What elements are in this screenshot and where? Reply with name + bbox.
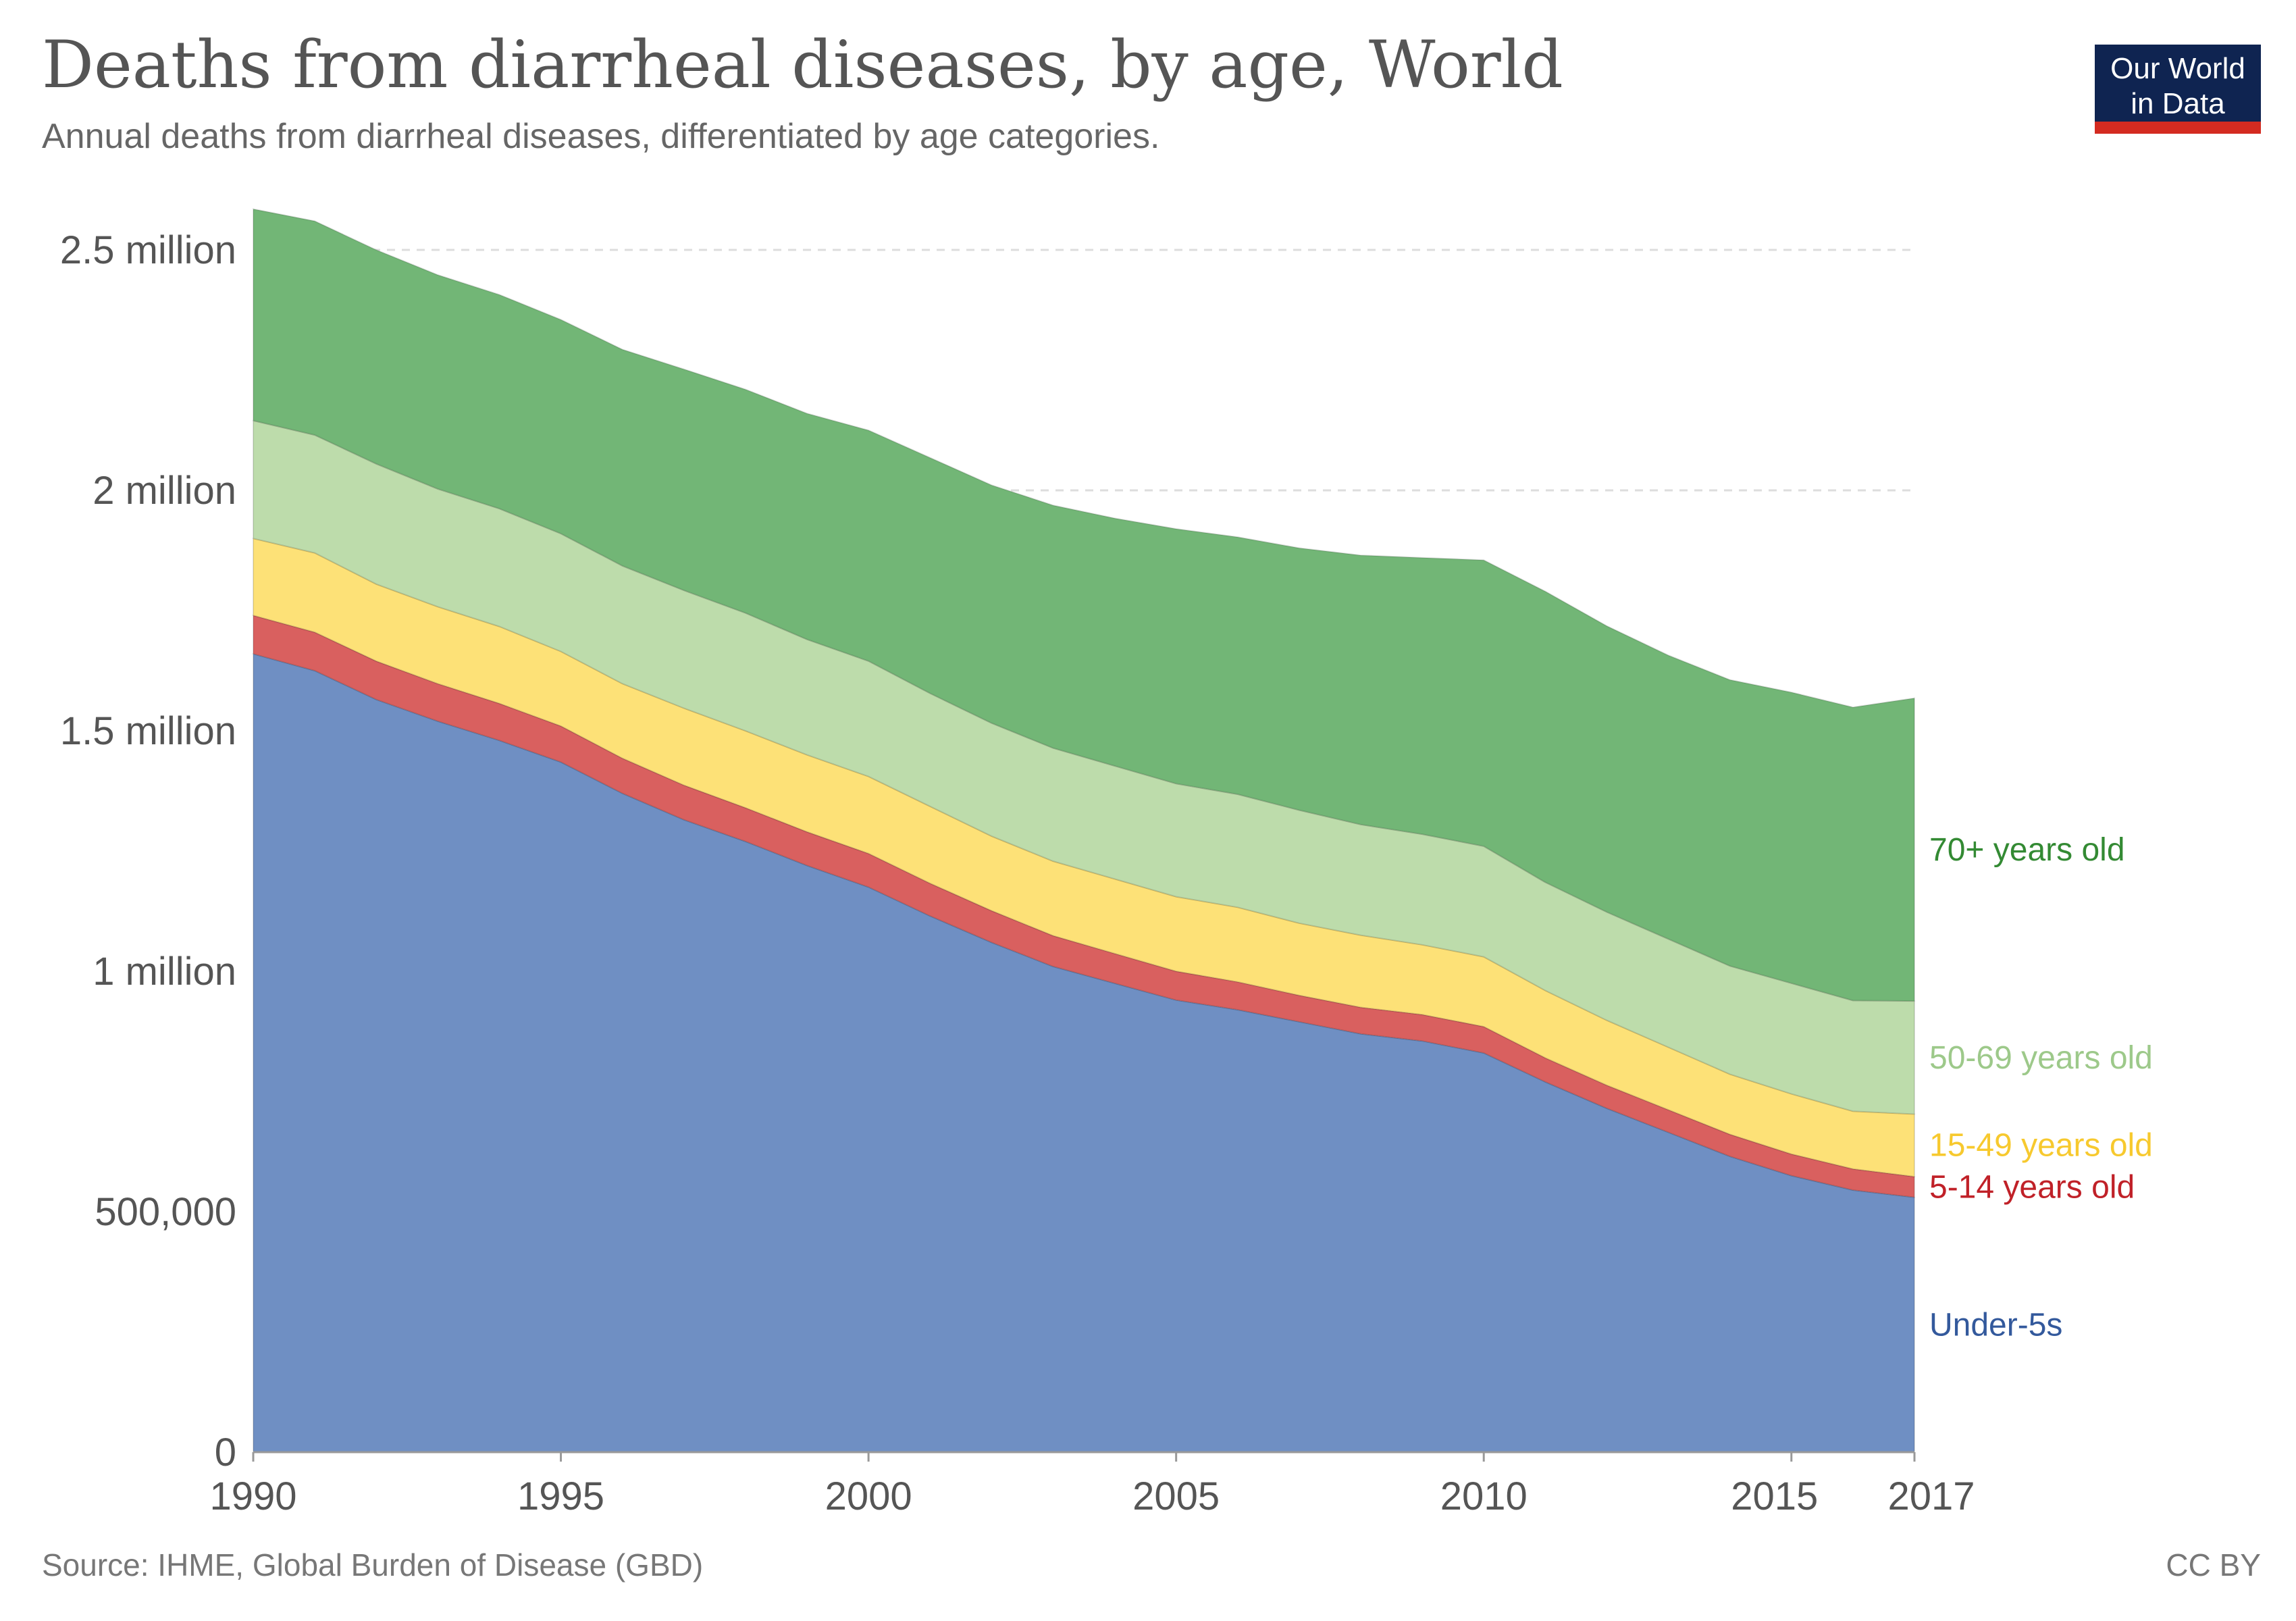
x-tick-label: 2010 bbox=[1440, 1474, 1528, 1518]
owid-logo[interactable]: Our World in Data bbox=[2095, 45, 2261, 134]
x-tick-label: 2017 bbox=[1887, 1474, 1975, 1518]
x-tick-label: 1990 bbox=[209, 1474, 296, 1518]
area-70-years-old bbox=[253, 208, 1915, 1002]
series-label-15-49-years-old: 15-49 years old bbox=[1929, 1127, 2153, 1163]
series-labels: Under-5s 5-14 years old 15-49 years old 50-… bbox=[1929, 832, 2153, 1343]
source-note[interactable]: Source: IHME, Global Burden of Disease (… bbox=[42, 1547, 704, 1583]
series-label-under-5s: Under-5s bbox=[1929, 1307, 2062, 1343]
axes: 0 500,000 1 million 1.5 million 2 million 2.5… bbox=[60, 228, 1975, 1518]
y-tick-label: 1.5 million bbox=[60, 709, 236, 753]
series-label-50-69-years-old: 50-69 years old bbox=[1929, 1040, 2153, 1076]
x-tick-label: 2000 bbox=[825, 1474, 912, 1518]
series-label-70-years-old: 70+ years old bbox=[1929, 832, 2125, 868]
y-tick-label: 1 million bbox=[93, 950, 236, 994]
y-tick-label: 500,000 bbox=[95, 1190, 236, 1234]
x-tick-label: 2015 bbox=[1731, 1474, 1818, 1518]
x-tick-label: 2005 bbox=[1132, 1474, 1220, 1518]
area-50-69-years-old bbox=[253, 419, 1915, 1115]
area-15-49-years-old bbox=[253, 537, 1915, 1178]
logo-line-1: Our World bbox=[2110, 52, 2245, 85]
y-tick-label: 2.5 million bbox=[60, 228, 236, 272]
logo-line-2: in Data bbox=[2131, 87, 2225, 120]
series-label-5-14-years-old: 5-14 years old bbox=[1929, 1169, 2135, 1205]
area-series bbox=[253, 208, 1915, 1453]
license-note[interactable]: CC BY bbox=[2166, 1547, 2261, 1583]
y-tick-label: 2 million bbox=[93, 469, 236, 513]
x-tick-label: 1995 bbox=[517, 1474, 604, 1518]
y-tick-label: 0 bbox=[215, 1431, 236, 1474]
chart-subtitle: Annual deaths from diarrheal diseases, d… bbox=[42, 117, 1160, 156]
chart-title: Deaths from diarrheal diseases, by age, … bbox=[42, 27, 1563, 103]
